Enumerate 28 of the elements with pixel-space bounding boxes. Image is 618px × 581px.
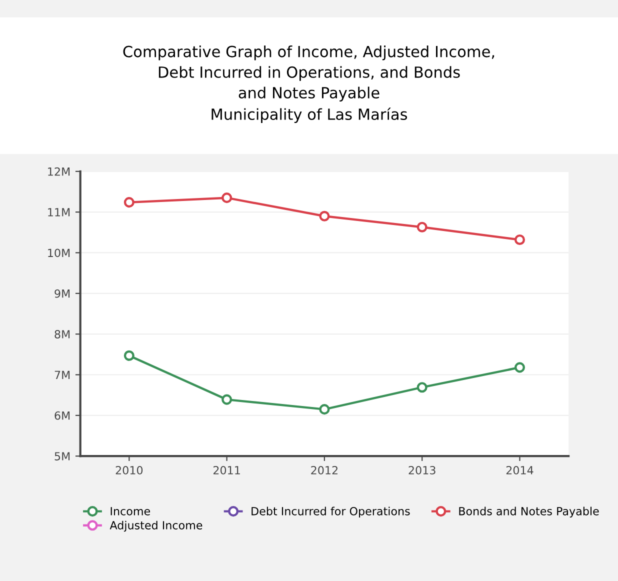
x-tick-label: 2013 — [408, 466, 436, 474]
y-tick-label: 6M — [54, 411, 70, 420]
point — [319, 210, 330, 222]
point — [514, 362, 526, 373]
x-tick-label: 2010 — [116, 466, 143, 474]
y-tick-label: 5M — [54, 452, 70, 460]
point — [416, 222, 428, 232]
point — [124, 197, 134, 208]
legend-label: Adjusted Income — [110, 520, 202, 532]
x-tick-label: 2012 — [311, 466, 338, 474]
legend-label: Debt Incurred for Operations — [252, 506, 410, 518]
x-tick-label: 2014 — [506, 466, 534, 474]
point — [514, 234, 526, 245]
point — [416, 382, 428, 393]
point — [319, 404, 330, 415]
y-tick-label: 12M — [48, 167, 70, 176]
chart-title: Comparative Graph of Income, Adjusted Income, Debt Incurred in Operations, and Bonds and Notes Payable Municipality of Las Marías — [123, 46, 494, 123]
point — [222, 192, 232, 204]
y-tick-label: 8M — [54, 330, 70, 338]
legend-label: Bonds and Notes Payable — [459, 506, 599, 518]
point — [222, 394, 232, 405]
y-tick-label: 7M — [54, 370, 70, 379]
legend-label: Income — [110, 507, 150, 516]
point — [124, 350, 134, 361]
y-tick-label: 11M — [48, 208, 70, 216]
y-tick-label: 9M — [54, 289, 70, 298]
y-tick-label: 10M — [48, 248, 70, 258]
x-tick-label: 2011 — [213, 466, 240, 474]
